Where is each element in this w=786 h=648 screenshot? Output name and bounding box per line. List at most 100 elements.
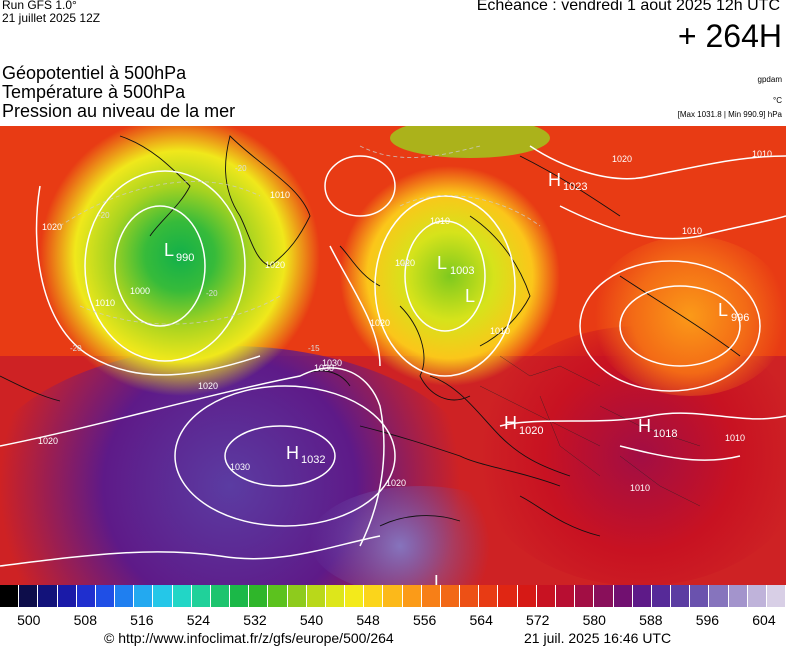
color-swatch bbox=[651, 585, 672, 607]
isobar-label: 1030 bbox=[322, 358, 342, 368]
isotherm-label: -15 bbox=[308, 344, 320, 353]
isobar-label: 1020 bbox=[198, 381, 218, 391]
unit-pressure-range: [Max 1031.8 | Min 990.9] hPa bbox=[677, 110, 782, 119]
isobars bbox=[0, 145, 786, 567]
color-swatch bbox=[479, 585, 499, 607]
title-pressure: Pression au niveau de la mer bbox=[2, 101, 236, 121]
title-geopotential: Géopotentiel à 500hPa bbox=[2, 63, 187, 83]
low-center-1003: L 1003 bbox=[437, 253, 474, 277]
color-swatch bbox=[134, 585, 154, 607]
isobar-labels: 1010 1020 1010 1020 1010 1010 1020 1000 … bbox=[38, 149, 772, 493]
isotherm-labels: -20 -20 -20 -20 -15 -20 bbox=[70, 164, 410, 353]
color-scale-tick: 572 bbox=[526, 612, 550, 628]
lead-time-label: + 264H bbox=[677, 18, 782, 54]
color-swatch bbox=[115, 585, 135, 607]
svg-text:1032: 1032 bbox=[301, 454, 325, 466]
high-center-1032: H 1032 bbox=[286, 443, 325, 466]
isobar-label: 1010 bbox=[270, 190, 290, 200]
color-swatch bbox=[575, 585, 595, 607]
svg-text:H: H bbox=[286, 443, 299, 463]
low-center-996: L 996 bbox=[718, 300, 749, 324]
color-scale-tick: 540 bbox=[299, 612, 324, 628]
russia-low-area bbox=[590, 236, 786, 396]
svg-text:L: L bbox=[164, 240, 174, 260]
color-scale-tick: 596 bbox=[695, 612, 720, 628]
isobar-label: 1020 bbox=[38, 436, 58, 446]
color-swatch bbox=[766, 585, 786, 607]
color-swatch bbox=[38, 585, 58, 607]
color-swatch bbox=[57, 585, 77, 607]
svg-text:1020: 1020 bbox=[519, 425, 543, 437]
isobar-label: 1020 bbox=[386, 478, 406, 488]
color-swatch bbox=[230, 585, 250, 607]
color-swatch bbox=[498, 585, 518, 607]
color-swatch bbox=[594, 585, 614, 607]
color-swatch bbox=[709, 585, 729, 607]
color-swatch bbox=[421, 585, 441, 607]
isobar-label: 1010 bbox=[725, 433, 745, 443]
svg-text:L: L bbox=[718, 300, 728, 320]
color-scale-tick: 532 bbox=[243, 612, 267, 628]
color-swatch bbox=[747, 585, 767, 607]
color-scale-tick: 548 bbox=[356, 612, 380, 628]
isobar-label: 1010 bbox=[95, 298, 115, 308]
weather-map[interactable]: H 1023 L 990 L 1003 L L 996 H 1020 H 1018 H 103… bbox=[0, 126, 786, 586]
isobar-label: 1020 bbox=[395, 258, 415, 268]
color-swatch bbox=[76, 585, 96, 607]
north-africa-area bbox=[310, 486, 530, 586]
high-center-1018: H 1018 bbox=[638, 416, 677, 440]
color-scale-tick: 524 bbox=[186, 612, 211, 628]
pressure-centers: H 1023 L 990 L 1003 L L 996 H 1020 H 1018 H 103… bbox=[164, 170, 749, 586]
color-scale-tick: 588 bbox=[639, 612, 663, 628]
color-swatch bbox=[287, 585, 307, 607]
country-borders bbox=[479, 355, 701, 507]
color-swatch bbox=[440, 585, 461, 607]
color-swatch bbox=[517, 585, 537, 607]
isobar-label: 1020 bbox=[42, 222, 62, 232]
color-swatch bbox=[95, 585, 116, 607]
unit-temperature: °C bbox=[773, 96, 782, 105]
color-swatch bbox=[690, 585, 710, 607]
color-swatch bbox=[172, 585, 192, 607]
color-swatch bbox=[210, 585, 231, 607]
svg-text:L: L bbox=[437, 253, 447, 273]
svg-text:996: 996 bbox=[731, 312, 749, 324]
svg-text:H: H bbox=[504, 413, 517, 433]
color-swatch bbox=[19, 585, 39, 607]
svg-text:1018: 1018 bbox=[653, 428, 677, 440]
svg-text:990: 990 bbox=[176, 252, 194, 264]
isobar-label: 1010 bbox=[490, 326, 510, 336]
isobar-label: 1020 bbox=[370, 318, 390, 328]
color-swatch bbox=[555, 585, 576, 607]
low-center-minor: L bbox=[465, 286, 475, 306]
color-swatch bbox=[632, 585, 652, 607]
color-scale-tick: 564 bbox=[469, 612, 493, 628]
high-center-1023: H 1023 bbox=[548, 170, 587, 193]
isotherm-label: -20 bbox=[98, 211, 110, 220]
svg-text:L: L bbox=[465, 286, 475, 306]
isobar-label: 1030 bbox=[314, 363, 334, 373]
low-center-sahara: L bbox=[434, 572, 444, 586]
color-scale-bar bbox=[0, 585, 786, 607]
color-swatch bbox=[325, 585, 346, 607]
color-swatch bbox=[345, 585, 365, 607]
color-swatch bbox=[249, 585, 269, 607]
title-temperature: Température à 500hPa bbox=[2, 82, 186, 102]
valid-time-label: Echéance : vendredi 1 aout 2025 12h UTC bbox=[476, 0, 780, 14]
color-swatch bbox=[153, 585, 173, 607]
isobar-label: 1010 bbox=[752, 149, 772, 159]
run-model-label: Run GFS 1.0° bbox=[2, 0, 77, 12]
polar-trough-area bbox=[390, 126, 550, 158]
color-swatch bbox=[191, 585, 211, 607]
color-swatch bbox=[536, 585, 556, 607]
svg-text:L: L bbox=[434, 572, 444, 586]
isobar-label: 1020 bbox=[265, 260, 285, 270]
color-swatch bbox=[402, 585, 422, 607]
low-center-990: L 990 bbox=[164, 240, 194, 264]
footer-copyright[interactable]: © http://www.infoclimat.fr/z/gfs/europe/… bbox=[104, 630, 394, 646]
isobar-label: 1030 bbox=[230, 462, 250, 472]
color-swatch bbox=[0, 585, 20, 607]
isobar-label: 1010 bbox=[682, 226, 702, 236]
isobar-label: 1020 bbox=[612, 154, 632, 164]
color-swatch bbox=[364, 585, 384, 607]
